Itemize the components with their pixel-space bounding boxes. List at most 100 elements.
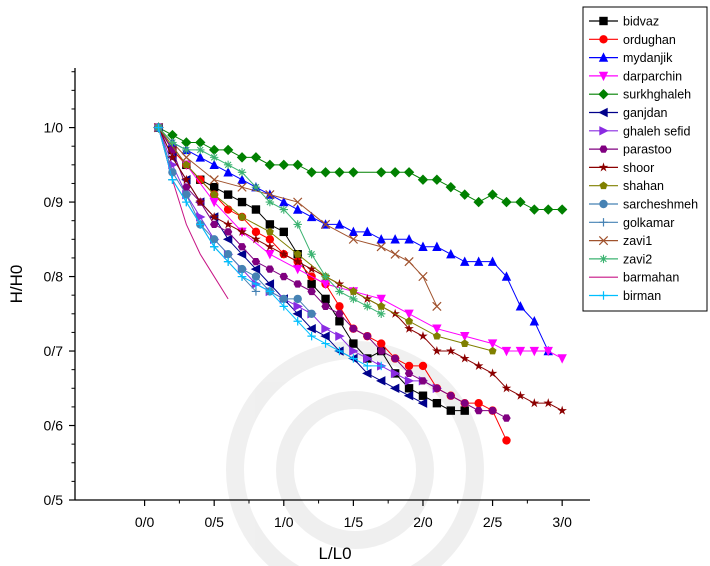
legend-item-golkamar: golkamar <box>589 216 674 230</box>
legend-marker <box>599 35 608 44</box>
data-point <box>446 392 456 400</box>
data-point <box>251 287 261 296</box>
data-point <box>223 167 233 177</box>
legend-item-parastoo: parastoo <box>589 143 672 157</box>
plot-area <box>153 122 568 445</box>
data-point <box>168 175 177 184</box>
watermark-logo <box>226 341 484 566</box>
data-point <box>307 279 316 289</box>
legend-marker <box>599 254 608 264</box>
data-point <box>418 241 428 251</box>
data-point <box>279 302 288 311</box>
data-point <box>349 346 359 356</box>
data-point <box>321 323 331 334</box>
data-point <box>432 241 442 251</box>
data-point <box>404 234 414 244</box>
data-point <box>488 406 497 415</box>
legend-label: birman <box>623 289 661 303</box>
data-point <box>335 302 344 311</box>
data-point <box>195 152 205 162</box>
data-point <box>237 197 247 207</box>
y-tick-label: 1/0 <box>44 120 64 136</box>
data-point <box>223 160 233 170</box>
data-point <box>487 256 498 266</box>
data-point <box>182 197 191 207</box>
data-point <box>293 197 303 207</box>
data-point <box>292 159 303 171</box>
data-point <box>446 406 456 415</box>
series-zavi1 <box>153 122 442 311</box>
data-point <box>293 301 303 312</box>
legend-item-shahan: shahan <box>589 179 664 193</box>
data-point <box>543 346 553 357</box>
data-point <box>321 294 330 304</box>
data-point <box>376 234 386 244</box>
legend-marker <box>599 181 608 190</box>
data-point <box>278 159 289 171</box>
data-point <box>529 316 540 326</box>
y-tick-label: 0/7 <box>44 343 64 359</box>
data-point <box>348 167 359 178</box>
data-point <box>390 368 401 379</box>
data-point <box>348 234 359 244</box>
data-point <box>335 287 344 296</box>
data-point <box>209 175 219 185</box>
data-point <box>293 264 303 275</box>
data-point <box>306 211 317 222</box>
data-point <box>279 227 288 237</box>
series-surkhghaleh <box>153 122 568 215</box>
data-point <box>335 346 344 356</box>
legend-item-birman: birman <box>589 289 661 303</box>
data-point <box>389 383 400 393</box>
data-point <box>501 196 512 208</box>
data-point <box>223 257 233 266</box>
x-axis-ticks: 0/0 0/5 1/0 1/5 2/0 2/5 3/0 <box>135 500 572 530</box>
data-point <box>390 234 400 244</box>
x-tick-label: 1/5 <box>344 514 364 530</box>
data-point <box>236 249 247 259</box>
legend-item-darparchin: darparchin <box>589 69 682 83</box>
data-point <box>279 205 288 214</box>
data-point <box>515 196 526 208</box>
data-point <box>515 301 526 311</box>
legend-marker <box>599 291 608 300</box>
legend-item-ganjdan: ganjdan <box>589 106 668 120</box>
legend-items: bidvaz ordughan mydanjik darparchin surkhgha… <box>589 15 698 303</box>
data-point <box>320 331 330 341</box>
data-point <box>376 376 386 386</box>
data-point <box>432 324 442 334</box>
data-point <box>265 197 275 207</box>
legend-item-sarcheshmeh: sarcheshmeh <box>589 198 698 212</box>
legend-label: ganjdan <box>623 106 668 120</box>
data-point <box>389 167 401 178</box>
data-point <box>363 302 372 311</box>
data-point <box>446 346 456 356</box>
legend-marker <box>598 89 609 100</box>
data-point <box>377 309 386 318</box>
data-point <box>460 339 469 347</box>
x-tick-label: 0/0 <box>135 514 155 530</box>
data-point <box>279 272 288 281</box>
data-point <box>445 181 457 193</box>
data-point <box>209 220 219 229</box>
legend-marker <box>599 145 608 153</box>
data-point <box>403 391 414 401</box>
data-point <box>377 339 386 348</box>
legend-marker <box>599 126 609 136</box>
data-point <box>237 243 247 251</box>
legend-marker <box>599 16 608 26</box>
data-point <box>377 302 386 310</box>
data-point <box>196 145 205 155</box>
data-point <box>181 152 191 163</box>
data-point <box>335 310 344 318</box>
series-line <box>158 127 507 419</box>
data-point <box>306 323 316 334</box>
data-point <box>223 205 233 214</box>
data-point <box>167 129 178 141</box>
data-point <box>349 294 358 304</box>
data-point <box>487 368 498 378</box>
legend-label: shahan <box>623 179 664 193</box>
legend-item-zavi1: zavi1 <box>589 234 652 248</box>
data-point <box>209 211 219 222</box>
data-point <box>320 167 331 178</box>
